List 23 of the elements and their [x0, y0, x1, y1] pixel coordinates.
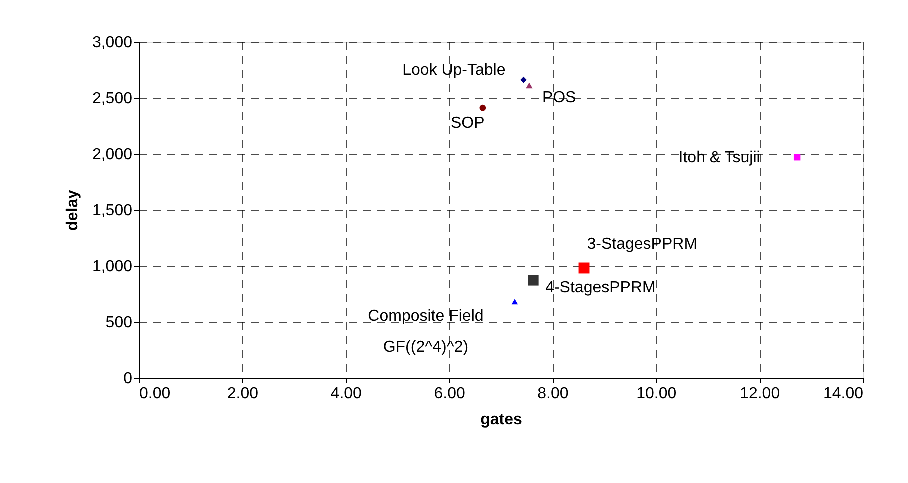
x-tick-label: 14.00	[823, 386, 864, 402]
x-tick-label: 4.00	[330, 386, 362, 402]
y-axis-title: delay	[64, 190, 82, 231]
y-tick-label: 1,500	[92, 202, 133, 220]
series-label: Composite Field GF((2^4)^2)	[368, 308, 484, 356]
series-label: POS	[542, 90, 576, 107]
y-tick-label: 3,000	[92, 34, 133, 52]
series-label: Look Up-Table	[402, 62, 506, 80]
x-tick-label: 8.00	[538, 386, 569, 402]
x-axis-title: gates	[480, 412, 522, 428]
x-tick-label: 2.00	[227, 386, 259, 402]
y-tick-label: 500	[106, 314, 133, 332]
x-tick-label: 6.00	[434, 386, 466, 402]
x-tick-label: 12.00	[740, 386, 780, 402]
y-tick-label: 2,000	[92, 146, 133, 164]
series-label: 3-StagesPPRM	[587, 236, 698, 254]
series-label: 4-StagesPPRM	[546, 280, 656, 297]
y-tick-label: 1,000	[92, 258, 133, 276]
x-tick-label: 10.00	[636, 386, 677, 402]
x-tick-label: 0.00	[140, 386, 171, 402]
series-label: SOP	[451, 115, 485, 132]
y-tick-label: 0	[124, 370, 133, 388]
y-tick-label: 2,500	[92, 90, 133, 108]
